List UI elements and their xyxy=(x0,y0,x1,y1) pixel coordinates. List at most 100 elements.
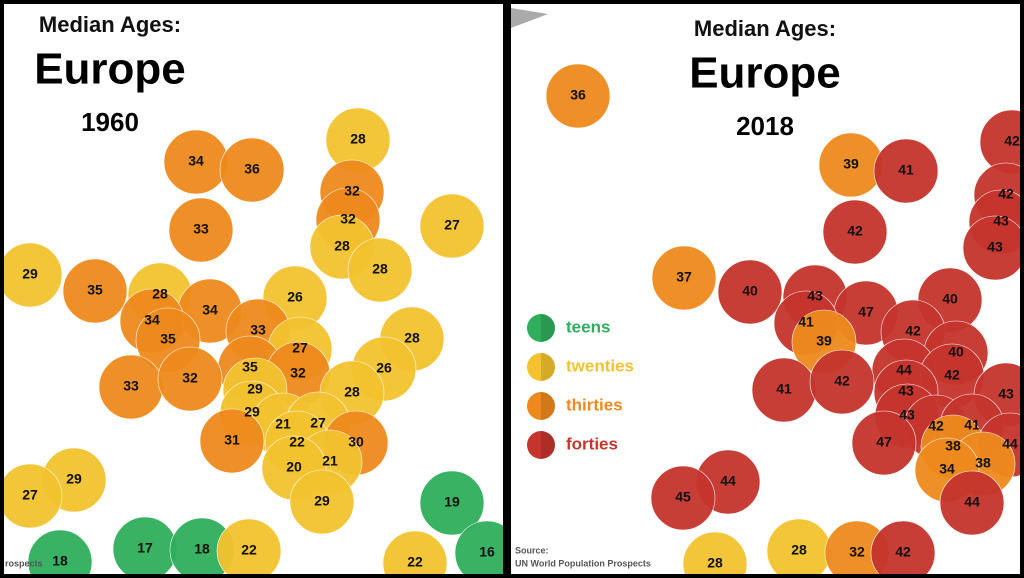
heading: Median Ages: xyxy=(39,12,181,37)
age-label: 38 xyxy=(975,455,991,471)
region xyxy=(4,242,63,308)
region xyxy=(650,465,716,531)
age-label: 29 xyxy=(22,266,38,282)
legend-label: twenties xyxy=(566,356,634,375)
age-label: 29 xyxy=(66,471,82,487)
age-label: 19 xyxy=(444,494,460,510)
age-label: 31 xyxy=(224,432,240,448)
age-label: 43 xyxy=(899,407,915,423)
age-label: 26 xyxy=(376,360,392,376)
region xyxy=(419,470,485,536)
legend-swatch-shade xyxy=(541,431,555,459)
age-label: 37 xyxy=(676,269,692,285)
age-label: 28 xyxy=(334,238,350,254)
age-label: 43 xyxy=(807,288,823,304)
age-label: 28 xyxy=(791,542,807,558)
age-label: 44 xyxy=(1002,436,1018,452)
age-label: 16 xyxy=(479,544,495,560)
age-label: 27 xyxy=(22,487,38,503)
age-label: 21 xyxy=(275,416,291,432)
age-label: 47 xyxy=(876,434,892,450)
region xyxy=(27,529,93,574)
age-label: 42 xyxy=(905,323,921,339)
age-label: 47 xyxy=(858,304,874,320)
age-label: 44 xyxy=(720,473,736,489)
source-label: Source: xyxy=(515,545,549,555)
title: Europe xyxy=(34,45,186,94)
age-label: 33 xyxy=(250,322,266,338)
age-label: 33 xyxy=(123,378,139,394)
region xyxy=(289,469,355,535)
heading: Median Ages: xyxy=(694,16,836,41)
age-label: 27 xyxy=(310,415,326,431)
age-label: 32 xyxy=(340,211,356,227)
region xyxy=(62,258,128,324)
age-label: 29 xyxy=(244,404,260,420)
age-label: 44 xyxy=(896,362,912,378)
age-label: 18 xyxy=(194,541,210,557)
age-label: 43 xyxy=(898,383,914,399)
age-label: 43 xyxy=(993,213,1009,229)
age-label: 41 xyxy=(798,314,814,330)
age-label: 18 xyxy=(52,553,68,569)
source: UN World Population Prospects xyxy=(515,558,651,568)
age-label: 30 xyxy=(348,434,364,450)
age-label: 28 xyxy=(350,131,366,147)
legend-swatch-shade xyxy=(541,353,555,381)
region xyxy=(822,199,888,265)
age-label: 41 xyxy=(964,417,980,433)
region xyxy=(219,137,285,203)
age-label: 22 xyxy=(241,542,257,558)
age-label: 39 xyxy=(843,156,859,172)
age-label: 40 xyxy=(742,283,758,299)
region xyxy=(454,520,503,574)
region xyxy=(682,531,748,574)
year: 1960 xyxy=(81,107,139,137)
age-label: 29 xyxy=(314,493,330,509)
age-label: 45 xyxy=(675,489,691,505)
age-label: 32 xyxy=(344,183,360,199)
age-label: 21 xyxy=(322,453,338,469)
age-label: 42 xyxy=(895,544,911,560)
age-label: 28 xyxy=(344,384,360,400)
legend-swatch-shade xyxy=(541,314,555,342)
legend-swatch-shade xyxy=(541,392,555,420)
age-label: 33 xyxy=(193,221,209,237)
age-label: 35 xyxy=(160,331,176,347)
age-label: 20 xyxy=(286,459,302,475)
age-label: 34 xyxy=(144,312,160,328)
region xyxy=(809,349,875,415)
region xyxy=(962,215,1020,281)
legend-swatch xyxy=(527,392,555,420)
legend-label: teens xyxy=(566,317,610,336)
source: rospects xyxy=(5,558,43,568)
age-label: 42 xyxy=(928,418,944,434)
age-label: 43 xyxy=(998,386,1014,402)
region xyxy=(419,193,485,259)
age-label: 34 xyxy=(939,461,955,477)
age-label: 34 xyxy=(202,302,218,318)
region xyxy=(545,63,611,129)
age-label: 34 xyxy=(188,153,204,169)
age-label: 42 xyxy=(834,373,850,389)
age-label: 41 xyxy=(898,162,914,178)
age-label: 32 xyxy=(290,365,306,381)
legend-label: thirties xyxy=(566,395,623,414)
title: Europe xyxy=(689,49,841,98)
age-label: 35 xyxy=(87,282,103,298)
region xyxy=(939,470,1005,536)
region xyxy=(216,518,282,574)
age-label: 41 xyxy=(776,381,792,397)
region xyxy=(199,408,265,474)
corner-mark xyxy=(511,8,548,28)
region xyxy=(4,463,63,529)
age-label: 44 xyxy=(964,494,980,510)
region xyxy=(873,138,939,204)
age-label: 28 xyxy=(707,555,723,571)
age-label: 35 xyxy=(242,359,258,375)
legend-swatch xyxy=(527,314,555,342)
region xyxy=(382,530,448,574)
year: 2018 xyxy=(736,111,794,141)
